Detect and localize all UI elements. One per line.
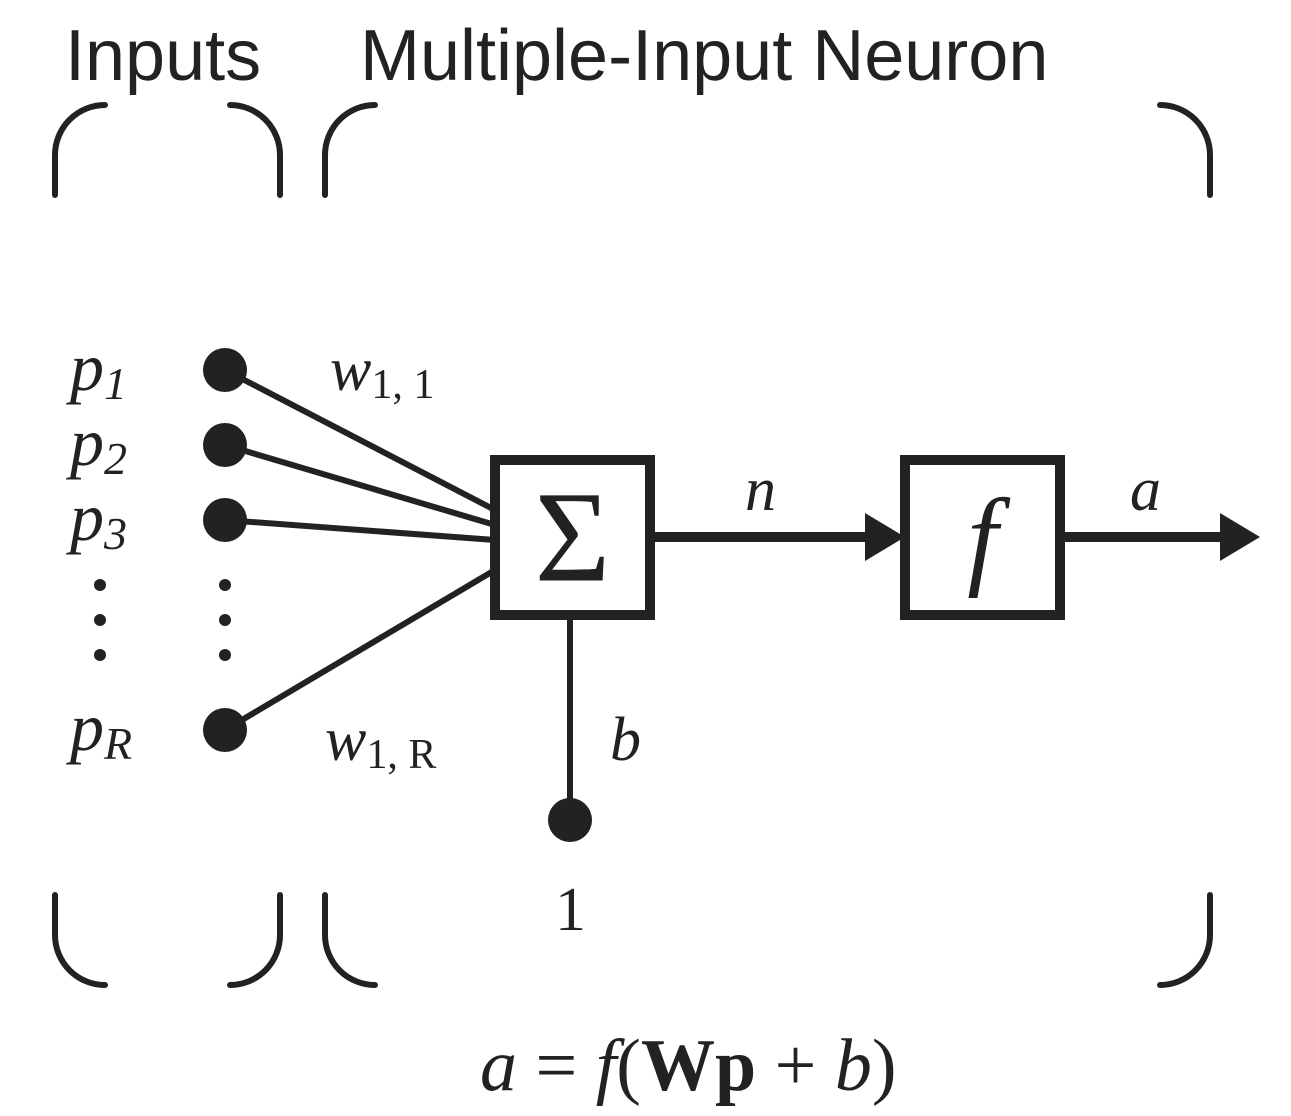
equation: a = f(Wp + b) xyxy=(480,1025,897,1107)
vdots-dot-2 xyxy=(219,649,231,661)
sum-symbol: Σ xyxy=(535,466,611,610)
n-arrow-label: n xyxy=(745,456,776,524)
vdots-dot-1 xyxy=(219,614,231,626)
vdots-dot-0 xyxy=(219,579,231,591)
vdots-label-0 xyxy=(94,579,106,591)
bias-dot xyxy=(548,798,592,842)
a-arrow-label: a xyxy=(1130,456,1161,524)
header-inputs: Inputs xyxy=(65,16,261,96)
vdots-label-2 xyxy=(94,649,106,661)
vdots-label-1 xyxy=(94,614,106,626)
header-neuron: Multiple-Input Neuron xyxy=(360,16,1048,96)
bias-label-1: 1 xyxy=(555,876,586,944)
bias-label-b: b xyxy=(610,706,641,774)
